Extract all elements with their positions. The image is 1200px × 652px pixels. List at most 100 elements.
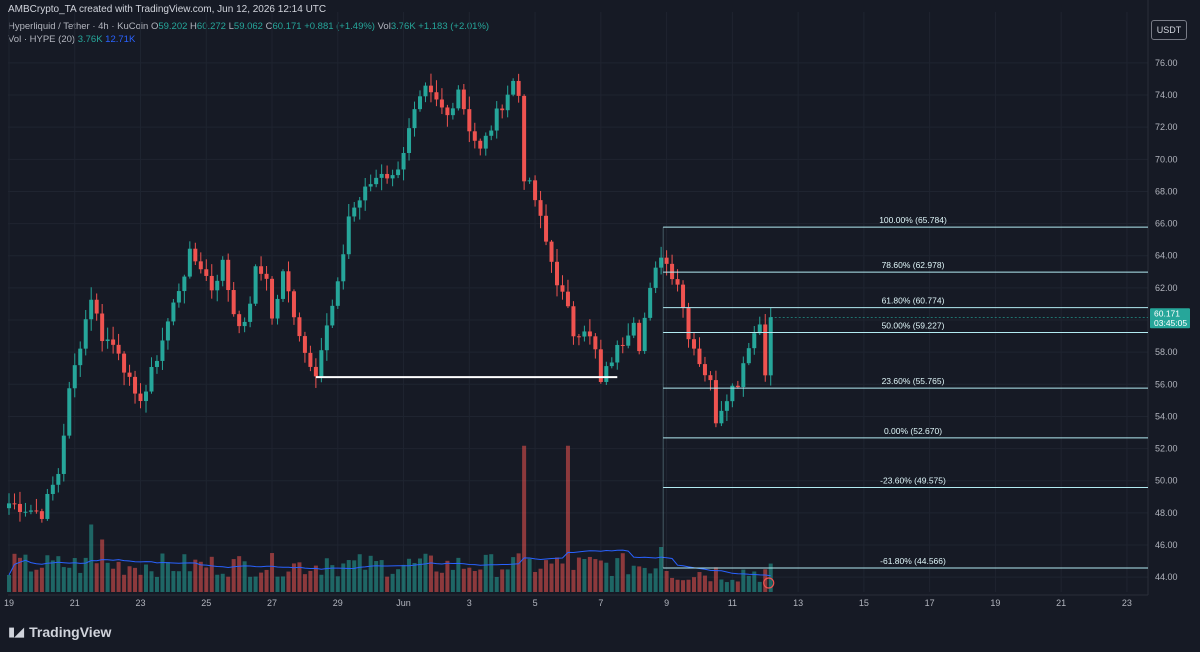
candle-body (275, 298, 280, 319)
volume-bar (89, 524, 94, 592)
volume-bar (582, 558, 587, 592)
volume-bar (281, 576, 285, 592)
volume-bar (83, 557, 88, 592)
replay-icon[interactable] (763, 577, 775, 589)
volume-bar (357, 554, 362, 592)
change-value: +0.881 (+1.49%) (304, 21, 375, 32)
candle-body (423, 85, 428, 97)
volume-bar (346, 560, 351, 592)
candle-body (45, 493, 50, 519)
volume-bar (248, 576, 253, 592)
candle-body (461, 89, 466, 110)
volume-bar (593, 559, 598, 592)
volume-bar (609, 575, 614, 592)
chart-grid (8, 0, 1149, 596)
time-tick-label: 21 (1056, 598, 1066, 608)
volume-bar (253, 576, 258, 592)
volume-bar (659, 547, 664, 592)
volume-bar (363, 569, 368, 592)
price-tick-label: 46.00 (1155, 540, 1178, 550)
volume-bar (56, 556, 61, 592)
price-tick-label: 68.00 (1155, 186, 1178, 196)
candle-body (511, 80, 516, 95)
volume-ma-value: 12.71K (105, 34, 136, 45)
price-tick-label: 50.00 (1155, 476, 1178, 486)
candle-body (434, 92, 439, 100)
volume-bar (664, 570, 669, 592)
volume-bar (724, 582, 729, 592)
candle-body (133, 376, 138, 394)
volume-bar (527, 558, 532, 592)
open-value: 59.202 (158, 21, 188, 32)
volume-bar (182, 554, 187, 592)
time-tick-label: Jun (396, 598, 411, 608)
volume-bar (215, 574, 220, 592)
candle-body (171, 302, 176, 322)
volume-bar (642, 567, 647, 592)
volume-bar (494, 576, 499, 592)
price-tick-label: 70.00 (1155, 154, 1178, 164)
volume-bar (637, 566, 642, 592)
candle-body (374, 177, 379, 185)
volume-bar (423, 553, 428, 592)
candle-body (620, 344, 625, 346)
candle-body (204, 269, 209, 276)
volume-bar (286, 571, 291, 592)
volume-bar (220, 573, 225, 592)
candle-body (291, 291, 296, 318)
volume-bar (308, 570, 313, 592)
candle-body (363, 186, 368, 201)
candle-body (313, 366, 318, 377)
fib-level-label: 78.60% (62.978) (882, 260, 945, 270)
volume-bar (631, 565, 636, 592)
volume-bar (45, 555, 50, 592)
currency-button[interactable]: USDT (1151, 20, 1187, 40)
candle-body (407, 128, 412, 153)
volume-bar (560, 563, 565, 592)
candle-body (390, 175, 395, 179)
price-tick-label: 44.00 (1155, 572, 1178, 582)
candle-body (445, 107, 450, 116)
volume-bar (692, 577, 696, 592)
candle-body (302, 336, 307, 353)
candle-body (472, 131, 477, 141)
candle-body (505, 94, 510, 111)
candle-body (483, 135, 488, 149)
time-axis: 19 21 23 25 27 29 Jun 3 5 7 9 11 13 15 17 19 21 23 (4, 577, 1132, 608)
volume-bar (270, 553, 275, 592)
candle-body (735, 385, 740, 388)
symbol-title[interactable]: Hyperliquid / Tether · 4h · KuCoin (8, 21, 149, 32)
volume-bar (237, 556, 242, 592)
time-tick-label: 19 (4, 598, 14, 608)
volume-bar (105, 562, 110, 592)
volume-bar (165, 562, 170, 592)
volume-bar (291, 563, 296, 592)
tradingview-brand: ▮◢ TradingView (8, 624, 111, 640)
candle-body (686, 307, 691, 340)
candle-body (396, 169, 401, 176)
candle-body (582, 331, 587, 337)
volume-bar (319, 574, 324, 592)
volume-bar (670, 577, 675, 592)
price-axis: 44.00 46.00 48.00 50.00 52.00 54.00 56.00 58.00… (770, 58, 1190, 582)
volume-indicator-title[interactable]: Vol · HYPE (20) (8, 34, 76, 45)
fib-level-label: 0.00% (52.670) (884, 426, 942, 436)
volume-bar (94, 563, 99, 592)
candle-body (713, 380, 718, 424)
volume-bar (259, 572, 264, 592)
volume-bars (7, 445, 773, 592)
candle-body (215, 280, 220, 291)
volume-bar (445, 560, 450, 592)
volume-bar (12, 553, 17, 592)
candle-body (220, 259, 225, 281)
brand-name: TradingView (29, 624, 112, 640)
candle-body (94, 299, 99, 314)
candle-body (494, 108, 499, 131)
volume-bar (483, 554, 488, 592)
candle-body (165, 321, 170, 341)
volume-bar (500, 569, 505, 592)
candle-body (28, 510, 33, 512)
time-tick-label: 15 (859, 598, 869, 608)
volume-bar (428, 555, 433, 592)
